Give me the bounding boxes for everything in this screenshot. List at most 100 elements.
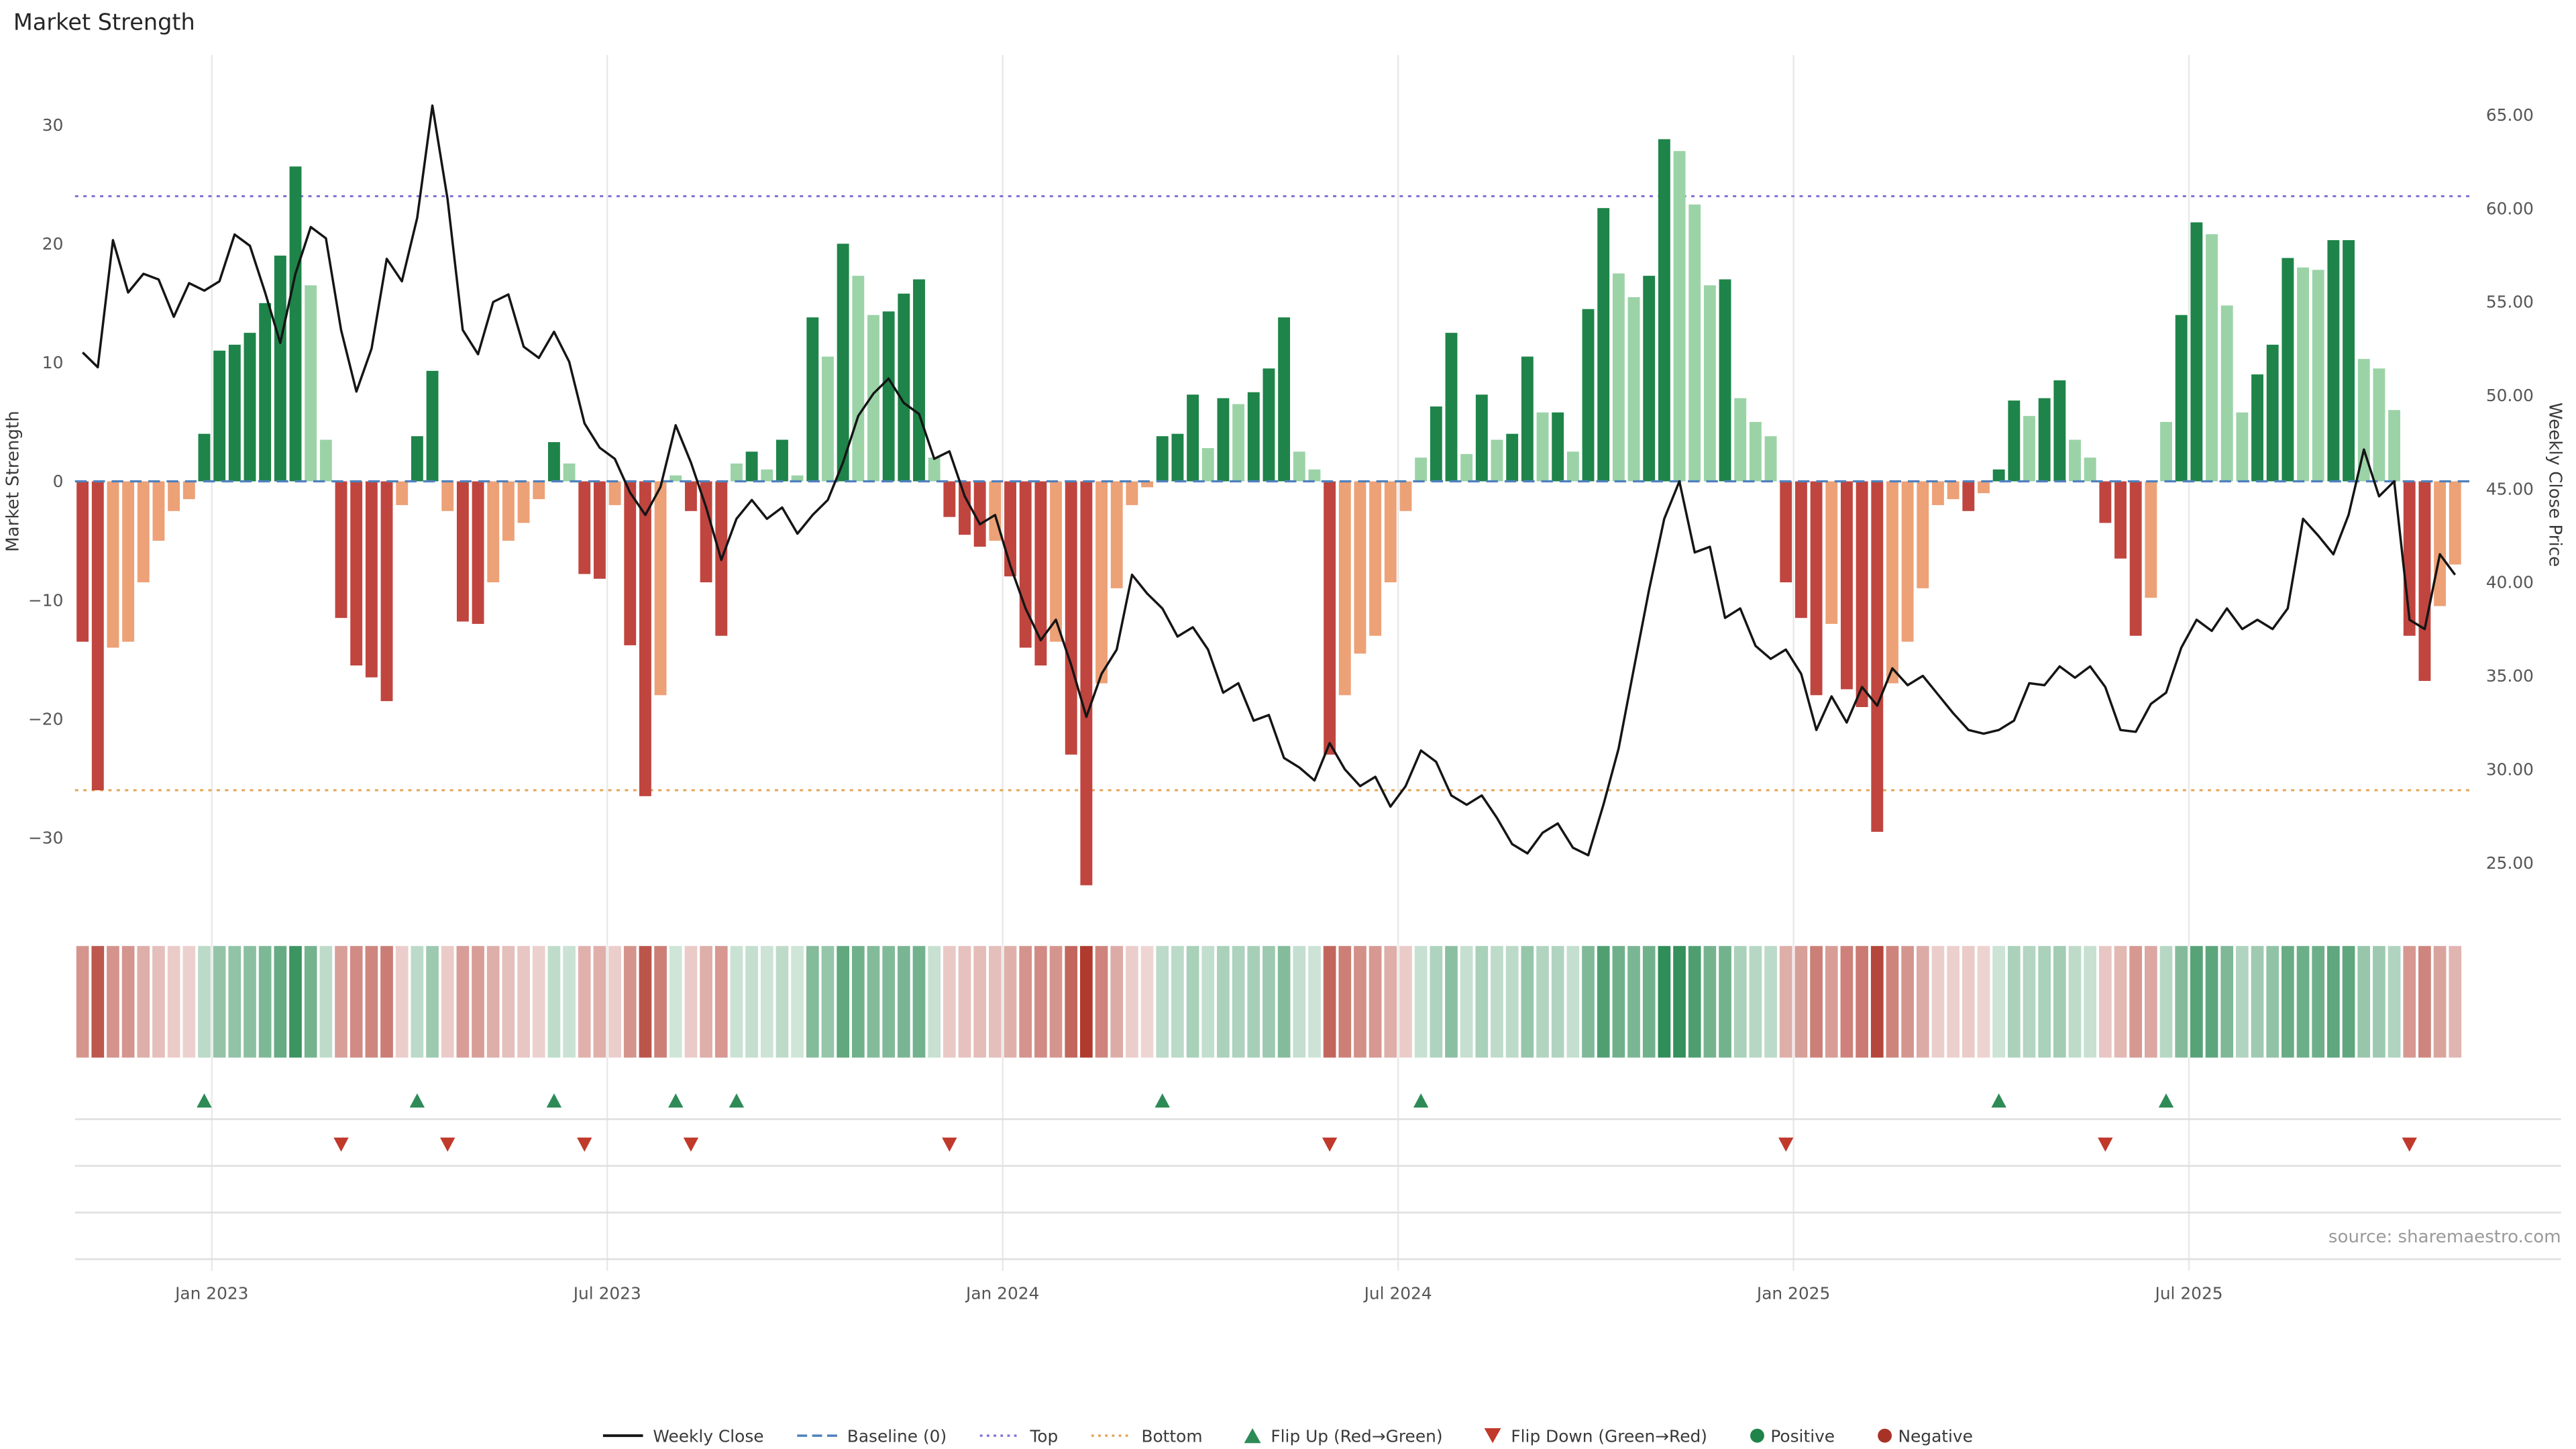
strength-bar <box>1536 412 1549 482</box>
heatmap-cell <box>426 946 439 1058</box>
strength-bar <box>1978 481 1990 494</box>
heatmap-cell <box>1886 946 1899 1058</box>
strength-bar <box>2297 267 2309 482</box>
strength-bar <box>1627 297 1640 482</box>
strength-bar <box>1415 458 1428 482</box>
heatmap-cell <box>1217 946 1230 1058</box>
strength-bar <box>1506 433 1519 482</box>
strength-bar <box>1034 481 1047 666</box>
heatmap-cell <box>669 946 682 1058</box>
heatmap-cell <box>486 946 500 1058</box>
strength-bar <box>1095 481 1108 684</box>
strength-bar <box>411 436 423 482</box>
flip-up-marker <box>1991 1093 2006 1108</box>
heatmap-cell <box>274 946 287 1058</box>
flip-marker-lanes <box>74 1118 2561 1260</box>
strength-bar <box>1688 204 1701 482</box>
heatmap-cell <box>182 946 196 1058</box>
strength-bar <box>547 442 560 482</box>
heatmap-cell <box>2433 946 2447 1058</box>
right-axis-tick-label: 65.00 <box>2486 105 2534 125</box>
strength-bar <box>2449 481 2461 565</box>
strength-bar <box>1156 436 1169 482</box>
legend: Weekly Close Baseline (0) Top Bottom Flip Up… <box>602 1427 1973 1446</box>
heatmap-cell <box>1049 946 1063 1058</box>
heatmap-cell <box>700 946 712 1058</box>
strength-bar <box>1521 356 1534 482</box>
heatmap-cell <box>1627 946 1640 1058</box>
strength-bar <box>654 481 667 696</box>
strength-bar <box>639 481 651 796</box>
flip-down-marker <box>577 1137 592 1152</box>
right-axis-tick-label: 30.00 <box>2486 759 2534 779</box>
strength-bar <box>2206 234 2218 482</box>
strength-bar <box>380 481 393 702</box>
heatmap-cell <box>152 946 165 1058</box>
heatmap-cell <box>2175 946 2188 1058</box>
strength-bar <box>1810 481 1823 696</box>
strength-bars <box>76 139 2461 885</box>
heatmap-cell <box>730 946 743 1058</box>
legend-glyph-triangle-down <box>1484 1428 1501 1444</box>
legend-item: Negative <box>1878 1427 1973 1446</box>
heatmap-cell <box>1673 946 1686 1058</box>
strength-bar <box>2038 398 2051 482</box>
strength-bar <box>867 315 879 482</box>
heatmap-cell <box>2190 946 2203 1058</box>
heatmap-cell <box>1004 946 1017 1058</box>
heatmap-cell <box>1642 946 1656 1058</box>
heatmap-cell <box>1491 946 1503 1058</box>
flip-down-marker <box>2402 1137 2417 1152</box>
strength-bar <box>1187 394 1199 482</box>
strength-bar <box>1703 285 1716 482</box>
heatmap-cell <box>1733 946 1747 1058</box>
flip-down-marker <box>2098 1137 2113 1152</box>
strength-bar <box>1050 481 1062 642</box>
heatmap-cell <box>760 946 773 1058</box>
heatmap-cell <box>532 946 545 1058</box>
strength-bar <box>2084 458 2096 482</box>
strength-bar <box>107 481 119 648</box>
flip-up-marker <box>729 1093 745 1108</box>
heatmap-cell <box>684 946 698 1058</box>
flip-up-marker <box>409 1093 425 1108</box>
heatmap-cell <box>1810 946 1823 1058</box>
strength-bar <box>305 285 317 482</box>
strength-bar <box>456 481 469 622</box>
heatmap-cell <box>1521 946 1534 1058</box>
heatmap-cell <box>1779 946 1792 1058</box>
left-axis-tick-label: 20 <box>42 234 64 254</box>
heatmap-cell <box>1856 946 1868 1058</box>
strength-bar <box>685 481 697 511</box>
heatmap-cell <box>2023 946 2036 1058</box>
heatmap-cell <box>1065 946 1078 1058</box>
strength-bar <box>1871 481 1884 832</box>
heatmap-cell <box>1460 946 1473 1058</box>
legend-label: Bottom <box>1141 1427 1202 1446</box>
heatmap-cell <box>1658 946 1671 1058</box>
strength-bar <box>1794 481 1807 619</box>
weekly-close-line <box>81 104 2457 857</box>
heatmap-cell <box>2387 946 2401 1058</box>
strength-bar <box>396 481 409 505</box>
heatmap-cell <box>563 946 576 1058</box>
heatmap-cell <box>912 946 926 1058</box>
flip-up-marker <box>546 1093 562 1108</box>
heatmap-cell <box>107 946 119 1058</box>
heatmap-cell <box>1931 946 1945 1058</box>
strength-bar <box>502 481 515 541</box>
strength-bar <box>1643 276 1656 482</box>
strength-heatmap-strip <box>76 946 2462 1058</box>
left-axis-tick-label: −30 <box>28 828 63 848</box>
heatmap-cell <box>1323 946 1336 1058</box>
heatmap-cell <box>258 946 272 1058</box>
strength-bar <box>1917 481 1929 588</box>
legend-label: Negative <box>1898 1427 1972 1446</box>
strength-bar <box>2251 374 2263 482</box>
flip-down-marker <box>942 1137 957 1152</box>
x-axis-tick-label: Jan 2025 <box>1756 1284 1830 1303</box>
legend-item: Flip Up (Red→Green) <box>1244 1427 1443 1446</box>
left-axis-title: Market Strength <box>3 411 23 552</box>
heatmap-cell <box>2053 946 2066 1058</box>
